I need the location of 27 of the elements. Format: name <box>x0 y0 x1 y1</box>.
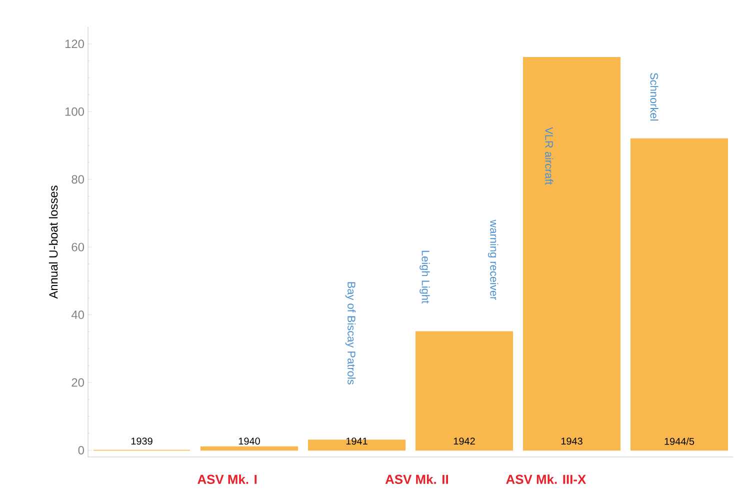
bar <box>415 331 514 451</box>
y-axis-title: Annual U-boat losses <box>48 186 58 299</box>
y-tick-label: 80 <box>72 175 84 184</box>
annotation: Leigh Light <box>420 250 430 304</box>
y-tick-label: 60 <box>72 242 84 252</box>
text: ASV Mk. I <box>198 474 257 484</box>
x-tick-label: 1944/5 <box>664 438 694 445</box>
text: ASV Mk. II <box>385 474 448 484</box>
y-tick-label: 120 <box>65 40 84 48</box>
annotation: Bay of Biscay Patrols <box>345 282 356 384</box>
bar <box>522 57 621 451</box>
annotation: warning receiver <box>488 220 498 300</box>
annotation: VLR aircraft <box>545 127 554 185</box>
y-tick-label: 40 <box>71 310 84 320</box>
bar <box>308 440 406 451</box>
bar <box>200 446 298 451</box>
x-tick-label: 1941 <box>346 438 368 445</box>
bar <box>630 138 728 451</box>
text: ASV Mk. III-X <box>506 474 586 484</box>
y-tick-label: 100 <box>65 107 84 116</box>
x-tick-label: 1942 <box>454 438 475 445</box>
y-tick-label: 20 <box>72 378 84 387</box>
annotation: Schnorkel <box>650 73 658 121</box>
y-tick-label: 0 <box>78 446 84 454</box>
x-tick-label: 1940 <box>238 438 260 445</box>
x-tick-label: 1939 <box>131 438 152 445</box>
x-tick-label: 1943 <box>561 438 582 445</box>
